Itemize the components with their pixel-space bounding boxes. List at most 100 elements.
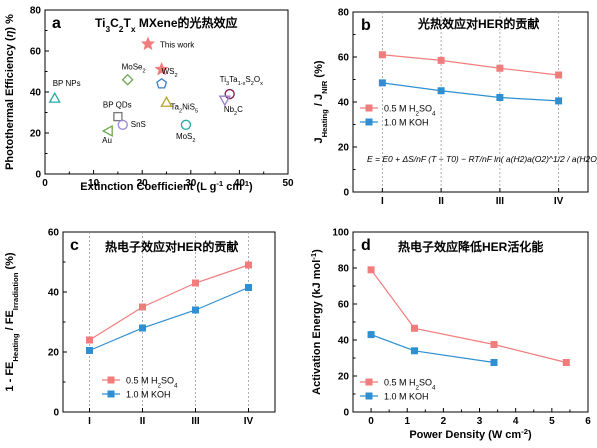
legend-label: 1.0 M KOH <box>384 392 429 402</box>
data-point <box>562 359 570 366</box>
y-tick-label: 20 <box>48 348 60 359</box>
point-label-part: O <box>254 75 260 84</box>
x-tick-label: 1 <box>404 416 410 427</box>
x-tick-label: 10 <box>88 178 100 189</box>
legend-label-part: 1.0 M KOH <box>384 118 429 128</box>
point-label: Ta2NiS5 <box>171 102 199 114</box>
point-label: SnS <box>131 120 146 129</box>
legend-marker <box>365 118 373 126</box>
point-label: Nb2C <box>224 105 243 117</box>
x-tick-label: 30 <box>185 178 197 189</box>
point-label-part: 5 <box>195 108 198 114</box>
y-tick-label: 0 <box>343 188 349 199</box>
point-label-part: 3 <box>226 81 229 87</box>
y-axis-label-d-part: -1 <box>309 252 318 260</box>
y-tick-label: 80 <box>30 6 42 17</box>
legend-label-part: 2 <box>416 384 420 391</box>
legend-label-part: 0.5 M H <box>126 376 158 386</box>
y-axis-label-c: 1 - FEHeating / FEIrradiation (%) <box>4 252 20 391</box>
y-axis-label-a: Photothermal Efficiency (η) % <box>4 14 16 170</box>
x-tick-label: 0 <box>368 416 374 427</box>
y-axis-label-c-part: / FE <box>4 310 16 333</box>
point-label-part: C <box>237 105 243 114</box>
x-tick-label: IV <box>244 416 254 427</box>
y-axis-label-d-part: Activation Energy (kJ mol <box>311 260 323 395</box>
data-point <box>437 87 445 95</box>
x-axis-label-a-part: -1 <box>242 179 250 188</box>
y-axis-label-c-part: Irradiation <box>11 272 20 310</box>
point-label-part: 2 <box>192 138 195 144</box>
series-line <box>382 54 559 76</box>
point-label-part: 2 <box>234 111 237 117</box>
point-label-part: MoSe <box>122 63 143 72</box>
x-tick-label: II <box>140 416 146 427</box>
point-marker <box>180 119 192 130</box>
x-tick-label: 5 <box>549 416 555 427</box>
y-tick-label: 60 <box>48 228 60 239</box>
legend-label: 1.0 M KOH <box>384 118 429 128</box>
y-tick-label: 20 <box>338 143 350 154</box>
data-point <box>378 51 386 59</box>
point-label-part: BP QDs <box>103 101 132 110</box>
legend-label-part: SO <box>419 378 432 388</box>
legend-label-part: 2 <box>416 110 420 117</box>
y-axis-label-b-part: / J <box>313 94 325 109</box>
point-label: MoSe2 <box>122 63 146 75</box>
legend-label-part: SO <box>419 104 432 114</box>
y-tick-label: 60 <box>30 47 42 58</box>
series-line <box>382 82 559 102</box>
data-point <box>555 97 563 105</box>
series-line <box>370 269 567 364</box>
data-point <box>367 331 375 339</box>
series-line <box>89 264 249 341</box>
point-label-part: 1-x <box>238 81 246 87</box>
x-tick-label: IV <box>554 196 564 207</box>
x-axis-label-d: Power Density (W cm-2) <box>409 427 532 442</box>
chart-title-a-part: 2 <box>119 24 124 34</box>
y-axis-label-b-part: (%) <box>313 60 325 81</box>
y-tick-label: 40 <box>338 98 350 109</box>
data-point <box>555 71 563 79</box>
point-marker <box>113 111 123 122</box>
x-axis-label-a-part: -1 <box>216 179 224 188</box>
y-axis-label-b: JHeating / JNIR (%) <box>313 60 329 143</box>
data-point <box>86 336 93 344</box>
legend-label-part: 4 <box>432 110 436 117</box>
point-label-part: Nb <box>224 105 235 114</box>
point-marker <box>224 88 235 100</box>
y-axis-label-a-part: ) % <box>4 14 16 31</box>
equation: E = E0 + ΔS/nF (T − T0) − RT/nF ln( a(H2… <box>367 154 597 164</box>
panel-letter-b: b <box>361 17 371 34</box>
x-axis-label-d-part: Power Density (W cm <box>409 429 521 441</box>
data-point <box>139 303 146 311</box>
x-tick-label: 6 <box>585 416 591 427</box>
y-tick-label: 20 <box>338 372 350 383</box>
y-tick-label: 60 <box>338 300 350 311</box>
legend-label-part: 4 <box>432 384 436 391</box>
y-axis-label-c-part: (%) <box>4 252 16 273</box>
panel-letter-a: a <box>52 15 61 32</box>
chart-title-a: Ti3C2Tx MXene的光热效应 <box>95 15 238 34</box>
point-marker <box>156 77 168 89</box>
point-label-part: 2 <box>175 73 178 79</box>
legend-marker <box>365 392 373 400</box>
data-point <box>490 359 498 366</box>
data-point <box>192 306 199 314</box>
y-tick-label: 40 <box>48 288 60 299</box>
y-axis-label-d: Activation Energy (kJ mol-1) <box>309 249 324 395</box>
point-label-part: Au <box>102 136 112 145</box>
y-tick-label: 20 <box>30 129 42 140</box>
point-label: BP NPs <box>53 79 81 88</box>
point-label-part: Ta <box>171 102 180 111</box>
x-axis-label-d-part: ) <box>528 429 532 441</box>
data-point <box>490 341 498 348</box>
data-point <box>192 279 199 287</box>
legend-marker <box>107 376 115 384</box>
point-label-part: NiS <box>182 102 195 111</box>
y-axis-label-b-part: J <box>313 137 325 143</box>
y-tick-label: 80 <box>338 264 350 275</box>
point-label-part: S <box>245 75 250 84</box>
chart-title-c: 热电子效应对HER的贡献 <box>105 239 238 254</box>
x-tick-label: 3 <box>477 416 483 427</box>
